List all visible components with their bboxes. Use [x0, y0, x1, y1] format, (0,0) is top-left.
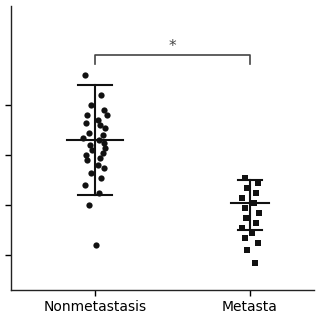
Point: [96, 190, 101, 195]
Point: [94, 243, 99, 248]
Point: [86, 130, 91, 135]
Point: [250, 230, 255, 235]
Point: [245, 185, 250, 190]
Text: *: *: [169, 39, 176, 54]
Point: [96, 138, 101, 143]
Point: [87, 143, 92, 148]
Point: [81, 135, 86, 140]
Point: [99, 175, 104, 180]
Point: [252, 260, 258, 265]
Point: [256, 210, 261, 215]
Point: [245, 248, 250, 253]
Point: [98, 123, 103, 128]
Point: [242, 175, 247, 180]
Point: [255, 240, 260, 245]
Point: [89, 103, 94, 108]
Point: [82, 183, 87, 188]
Point: [98, 155, 103, 160]
Point: [86, 203, 91, 208]
Point: [95, 118, 100, 123]
Point: [254, 190, 259, 195]
Point: [242, 205, 247, 210]
Point: [85, 158, 90, 163]
Point: [101, 165, 107, 170]
Point: [255, 180, 260, 185]
Point: [84, 120, 89, 125]
Point: [101, 140, 107, 145]
Point: [254, 220, 259, 225]
Point: [89, 170, 94, 175]
Point: [90, 148, 95, 153]
Point: [85, 113, 90, 118]
Point: [244, 215, 249, 220]
Point: [99, 93, 104, 98]
Point: [95, 163, 100, 168]
Point: [104, 113, 109, 118]
Point: [242, 235, 247, 240]
Point: [100, 133, 105, 138]
Point: [251, 200, 256, 205]
Point: [240, 225, 245, 230]
Point: [240, 195, 245, 200]
Point: [84, 153, 89, 158]
Point: [103, 145, 108, 150]
Point: [101, 108, 107, 113]
Point: [103, 125, 108, 130]
Point: [100, 150, 105, 155]
Point: [82, 73, 87, 78]
